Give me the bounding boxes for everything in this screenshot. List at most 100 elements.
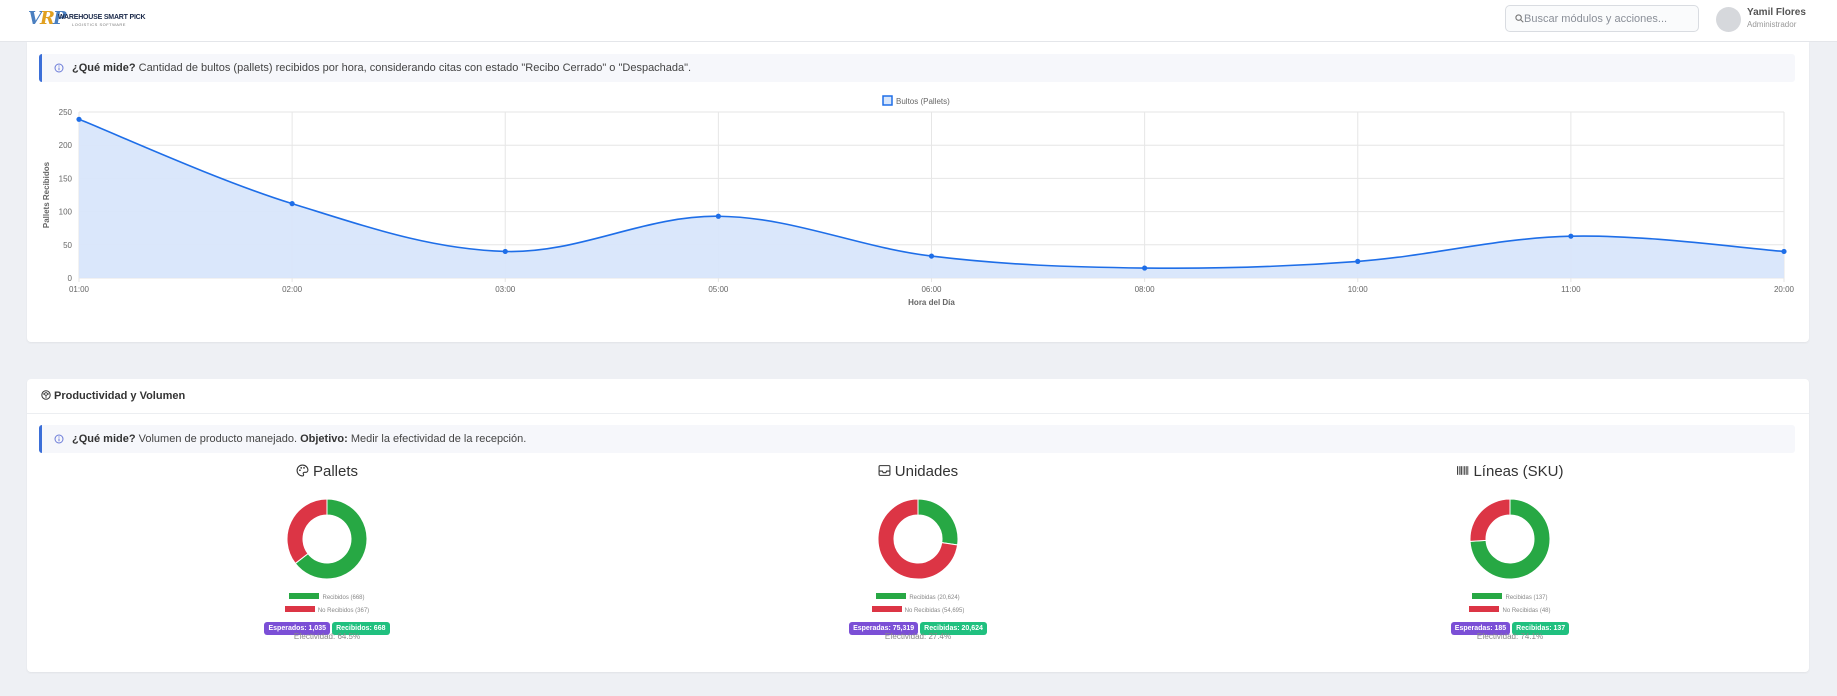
data-point bbox=[1568, 233, 1574, 239]
barcode-icon bbox=[1457, 466, 1469, 475]
badge-received: Recibidos: 668 bbox=[332, 622, 390, 635]
y-tick-label: 0 bbox=[68, 274, 73, 283]
hourly-pallets-chart[interactable]: 0 50 100 150 200 250 01:00 02:00 03:00 05:00 06:00… bbox=[27, 42, 1809, 342]
user-name[interactable]: Yamil Flores bbox=[1747, 7, 1806, 18]
y-axis-title: Pallets Recibidos bbox=[42, 161, 51, 228]
logo-text: WAREHOUSE SMART PICK bbox=[58, 14, 146, 21]
legend-label: No Recibidos (367) bbox=[317, 608, 370, 614]
info-label: ¿Qué mide? bbox=[72, 62, 136, 74]
x-tick-label: 06:00 bbox=[921, 285, 942, 294]
y-tick-label: 200 bbox=[59, 141, 73, 150]
palette-icon bbox=[296, 464, 309, 477]
x-tick-label: 03:00 bbox=[495, 285, 516, 294]
effectiveness-text: Efectividad: 27.4% bbox=[884, 632, 952, 641]
x-tick-label: 11:00 bbox=[1561, 285, 1581, 294]
series-area bbox=[79, 119, 1784, 278]
donut-slice-not-received[interactable] bbox=[286, 498, 328, 565]
donut-title: Pallets bbox=[197, 463, 457, 480]
legend-label: No Recibidas (54,695) bbox=[904, 608, 965, 614]
donut-slice-not-received[interactable] bbox=[877, 498, 959, 580]
data-point bbox=[289, 201, 295, 207]
badges: Esperadas: 75,319 Recibidas: 20,624 bbox=[788, 617, 1048, 635]
donut-units: Unidades Recibidas (20,624) No Recibidas… bbox=[788, 463, 1048, 663]
app-logo[interactable]: VRP WAREHOUSE SMART PICK LOGISTICS SOFTW… bbox=[28, 8, 158, 30]
search-input[interactable] bbox=[1524, 8, 1694, 30]
donut-title-text: Pallets bbox=[312, 463, 359, 480]
legend-received[interactable]: Recibidos (668) bbox=[197, 593, 457, 603]
legend-not-received[interactable]: No Recibidas (48) bbox=[1380, 606, 1640, 616]
legend-label: Bultos (Pallets) bbox=[896, 97, 950, 106]
info-label: ¿Qué mide? bbox=[72, 433, 136, 445]
info-banner: ¿Qué mide? Volumen de producto manejado.… bbox=[39, 425, 1795, 453]
search-icon bbox=[1515, 14, 1524, 23]
legend-label: Recibidas (137) bbox=[1505, 595, 1548, 601]
user-role: Administrador bbox=[1747, 20, 1797, 29]
info-icon bbox=[54, 63, 64, 73]
card-header: Productividad y Volumen bbox=[27, 379, 1809, 414]
y-tick-label: 100 bbox=[59, 208, 73, 217]
y-tick-label: 250 bbox=[59, 108, 73, 117]
info-text: ¿Qué mide? Volumen de producto manejado.… bbox=[72, 433, 526, 445]
donut-slice-received[interactable] bbox=[294, 498, 368, 580]
legend-label: Recibidas (20,624) bbox=[909, 595, 960, 601]
box-icon bbox=[41, 390, 51, 400]
data-point bbox=[502, 248, 508, 255]
legend-not-received[interactable]: No Recibidos (367) bbox=[197, 606, 457, 616]
legend-swatch-received bbox=[289, 593, 320, 599]
logo-mark: VRP bbox=[28, 8, 67, 29]
badges: Esperados: 1,035 Recibidos: 668 bbox=[197, 617, 457, 635]
donut-chart[interactable] bbox=[868, 489, 968, 589]
legend-received[interactable]: Recibidas (137) bbox=[1380, 593, 1640, 603]
x-tick-label: 10:00 bbox=[1348, 285, 1369, 294]
info-description: Cantidad de bultos (pallets) recibidos p… bbox=[138, 62, 692, 74]
donut-slice-not-received[interactable] bbox=[1469, 498, 1511, 542]
badge-expected: Esperados: 1,035 bbox=[264, 622, 331, 635]
data-point bbox=[1142, 265, 1148, 271]
x-axis-title: Hora del Día bbox=[908, 298, 955, 307]
donut-lines-sku: Líneas (SKU) Recibidas (137) No Recibida… bbox=[1380, 463, 1640, 663]
donut-slice-received[interactable] bbox=[1469, 498, 1551, 580]
x-tick-label: 20:00 bbox=[1774, 285, 1795, 294]
data-point bbox=[928, 253, 935, 259]
inbox-icon bbox=[878, 465, 891, 476]
logo-subtitle: LOGISTICS SOFTWARE bbox=[72, 22, 126, 27]
badge-expected: Esperadas: 75,319 bbox=[849, 622, 919, 635]
info-text: ¿Qué mide? Cantidad de bultos (pallets) … bbox=[72, 62, 691, 74]
legend-swatch-received bbox=[1472, 593, 1503, 599]
card-title: Productividad y Volumen bbox=[41, 390, 185, 402]
badge-expected: Esperadas: 185 bbox=[1450, 622, 1511, 635]
badge-received: Recibidas: 137 bbox=[1512, 622, 1570, 635]
legend-label: Recibidos (668) bbox=[322, 595, 365, 601]
legend-swatch-received bbox=[876, 593, 907, 599]
search-box[interactable] bbox=[1505, 5, 1699, 32]
donut-chart[interactable] bbox=[1460, 489, 1560, 589]
objective-text: Medir la efectividad de la recepción. bbox=[350, 433, 527, 445]
legend-swatch-not-received bbox=[284, 606, 315, 612]
legend-label: No Recibidas (48) bbox=[1502, 608, 1551, 614]
legend-swatch-not-received bbox=[1469, 606, 1500, 612]
badges: Esperadas: 185 Recibidas: 137 bbox=[1380, 617, 1640, 635]
avatar[interactable] bbox=[1716, 7, 1741, 32]
data-point bbox=[1781, 248, 1787, 255]
card-title-text: Productividad y Volumen bbox=[54, 390, 186, 402]
top-bar: VRP WAREHOUSE SMART PICK LOGISTICS SOFTW… bbox=[0, 0, 1837, 42]
data-point bbox=[76, 116, 82, 122]
donut-title-text: Líneas (SKU) bbox=[1473, 463, 1564, 480]
donut-slice-received[interactable] bbox=[917, 498, 959, 546]
effectiveness-text: Efectividad: 64.5% bbox=[293, 632, 361, 641]
effectiveness-text: Efectividad: 74.1% bbox=[1476, 632, 1544, 641]
x-tick-label: 01:00 bbox=[69, 285, 90, 294]
x-tick-label: 08:00 bbox=[1135, 285, 1156, 294]
info-banner: ¿Qué mide? Cantidad de bultos (pallets) … bbox=[39, 54, 1795, 82]
donut-title-text: Unidades bbox=[894, 463, 959, 480]
donut-chart[interactable] bbox=[277, 489, 377, 589]
y-tick-label: 50 bbox=[63, 241, 72, 250]
y-tick-label: 150 bbox=[59, 174, 73, 183]
x-tick-label: 02:00 bbox=[282, 285, 303, 294]
legend-not-received[interactable]: No Recibidas (54,695) bbox=[788, 606, 1048, 616]
legend-received[interactable]: Recibidas (20,624) bbox=[788, 593, 1048, 603]
info-description: Volumen de producto manejado. bbox=[138, 433, 298, 445]
legend-swatch-not-received bbox=[871, 606, 902, 612]
hourly-pallets-card: ¿Qué mide? Cantidad de bultos (pallets) … bbox=[27, 42, 1809, 342]
x-tick-label: 05:00 bbox=[708, 285, 729, 294]
